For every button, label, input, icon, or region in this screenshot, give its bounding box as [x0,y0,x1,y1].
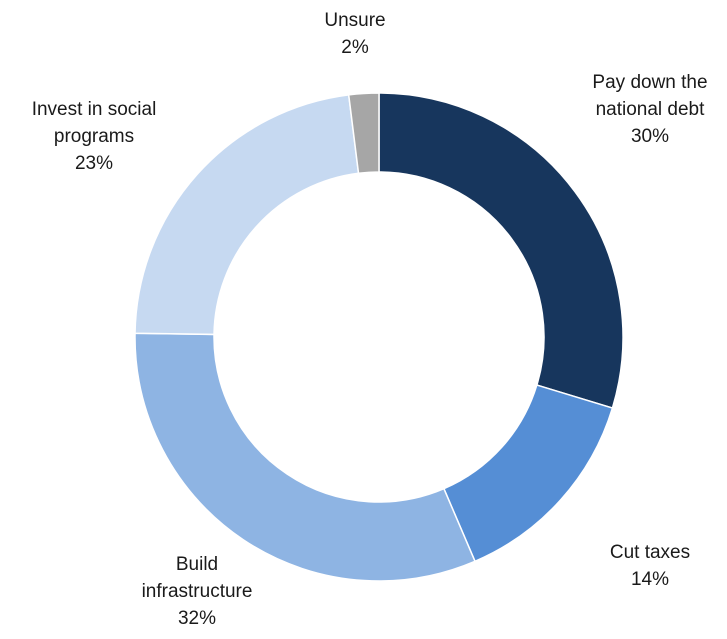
slice-category-label: national debt [596,99,706,120]
slice-category-label: Invest in social [32,99,157,120]
slice-category-label: Cut taxes [610,542,690,563]
slice-label: Cut taxes 14% [610,542,690,590]
slice-label: Unsure 2% [324,10,385,58]
slice-category-label: Unsure [324,10,385,31]
slice-label: Pay down the national debt 30% [592,72,707,147]
slice-value-label: 32% [178,608,216,629]
slice-labels: Pay down the national debt 30% Cut taxes 14%… [32,10,708,629]
slice-label: Build infrastructure 32% [142,554,253,629]
slice-category-label: Pay down the [592,72,707,93]
donut-slice [442,384,614,563]
slice-category-label: infrastructure [142,581,253,602]
slice-label: Invest in social programs 23% [32,99,157,174]
donut-slices [134,92,624,582]
slice-value-label: 30% [631,126,669,147]
donut-slice [134,332,476,582]
slice-value-label: 23% [75,153,113,174]
donut-slice [347,92,380,175]
slice-value-label: 2% [341,37,369,58]
donut-slice [134,94,360,336]
slice-category-label: programs [54,126,134,147]
slice-category-label: Build [176,554,218,575]
donut-slice [378,92,624,409]
slice-value-label: 14% [631,569,669,590]
